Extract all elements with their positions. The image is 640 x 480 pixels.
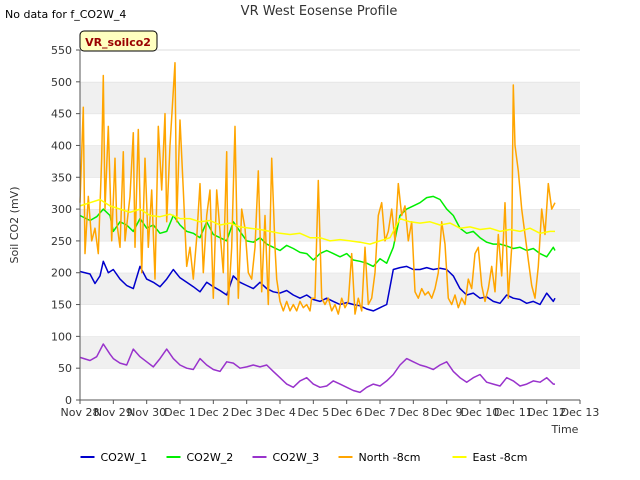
- y-tick-label: 350: [51, 171, 72, 184]
- legend-item: CO2W_1: [80, 451, 148, 464]
- legend: CO2W_1 CO2W_2 CO2W_3 North -8cm East -8cm: [80, 451, 528, 464]
- x-tick-label: Nov 29: [94, 406, 133, 419]
- axes: [79, 50, 580, 401]
- series-layer: [79, 61, 556, 394]
- grid-band: [80, 304, 580, 337]
- x-tick-label: Dec 2: [197, 406, 229, 419]
- y-axis-label: Soil CO2 (mV): [8, 187, 21, 264]
- series-line-north-8cm: [79, 61, 556, 315]
- x-tick-label: Dec 3: [231, 406, 263, 419]
- chart-title: VR West Eosense Profile: [241, 4, 398, 19]
- grid-band: [80, 177, 580, 210]
- y-tick-label: 100: [51, 330, 72, 343]
- y-tick-label: 400: [51, 139, 72, 152]
- y-tick-label: 50: [58, 362, 72, 375]
- x-tick-label: Dec 9: [431, 406, 463, 419]
- legend-label: CO2W_2: [187, 451, 234, 464]
- y-tick-label: 200: [51, 267, 72, 280]
- legend-item: East -8cm: [452, 451, 528, 464]
- series-line-co2w-1: [79, 260, 556, 312]
- grid-band: [80, 50, 580, 82]
- y-tick-label: 550: [51, 44, 72, 57]
- y-tick-label: 450: [51, 108, 72, 121]
- x-tick-label: Dec 4: [264, 406, 296, 419]
- series-line-east-8cm: [79, 198, 555, 245]
- legend-item: CO2W_3: [252, 451, 320, 464]
- y-tick-label: 250: [51, 235, 72, 248]
- grid-band: [80, 113, 580, 146]
- y-tick-label: 500: [51, 76, 72, 89]
- x-tick-label: Nov 28: [61, 406, 100, 419]
- station-tag-label: VR_soilco2: [85, 36, 151, 49]
- station-tag: VR_soilco2: [79, 30, 158, 52]
- legend-label: CO2W_3: [273, 451, 320, 464]
- series-line-co2w-3: [79, 343, 555, 394]
- x-tick-label: Dec 8: [397, 406, 429, 419]
- x-tick-label: Dec 11: [494, 406, 533, 419]
- x-tick-label: Dec 5: [297, 406, 329, 419]
- legend-label: North -8cm: [359, 451, 421, 464]
- x-tick-label: Dec 12: [527, 406, 566, 419]
- x-tick-label: Dec 10: [461, 406, 500, 419]
- grid-band: [80, 145, 580, 178]
- y-tick-label: 150: [51, 299, 72, 312]
- grid-band: [80, 336, 580, 369]
- no-data-note: No data for f_CO2W_4: [5, 8, 126, 21]
- x-tick-label: Dec 1: [164, 406, 196, 419]
- legend-item: CO2W_2: [166, 451, 234, 464]
- y-tick-label: 0: [65, 394, 72, 407]
- y-axis-ticks: 0 50 100 150 200 250 300 350 400 450 500 550: [51, 44, 80, 407]
- grid-band: [80, 209, 580, 241]
- x-tick-label: Dec 7: [364, 406, 396, 419]
- grid-band: [80, 81, 580, 114]
- legend-label: CO2W_1: [101, 451, 148, 464]
- legend-label: East -8cm: [473, 451, 528, 464]
- x-tick-label: Dec 13: [561, 406, 600, 419]
- x-tick-label: Nov 30: [127, 406, 166, 419]
- x-axis-label: Time: [551, 423, 579, 436]
- x-tick-label: Dec 6: [331, 406, 363, 419]
- y-tick-label: 300: [51, 203, 72, 216]
- grid-bands: [80, 49, 580, 400]
- legend-item: North -8cm: [338, 451, 421, 464]
